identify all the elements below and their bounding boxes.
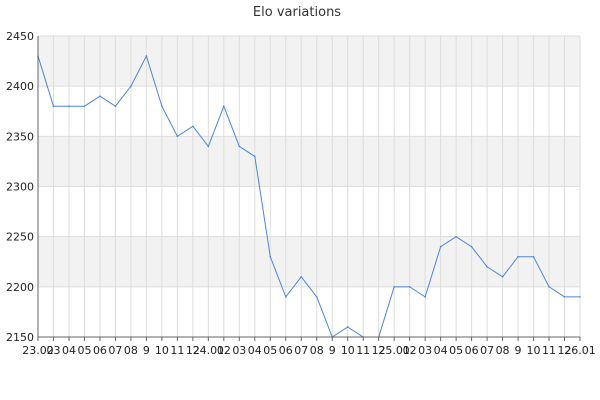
x-tick-label: 10 [155,344,169,357]
data-point [223,105,225,108]
x-tick-label: 11 [542,344,556,357]
x-tick-label: 03 [232,344,246,357]
data-point [455,235,457,238]
chart-title: Elo variations [253,5,341,20]
x-tick-label: 06 [93,344,107,357]
x-tick-label: 06 [279,344,293,357]
x-tick-label: 12 [558,344,572,357]
x-tick-label: 05 [263,344,277,357]
x-tick-label: 12 [372,344,386,357]
x-tick-label: 02 [403,344,417,357]
axes [37,36,581,341]
data-point [130,85,132,87]
x-tick-label: 24.01 [193,344,225,357]
data-point [517,255,519,258]
data-point [161,105,163,108]
x-tick-label: 11 [356,344,370,357]
data-point [393,286,395,288]
data-point [470,245,473,248]
data-point [192,125,194,128]
y-tick-label: 2150 [6,331,34,344]
x-tick-label: 05 [77,344,91,357]
x-tick-label: 03 [418,344,432,357]
x-tick-label: 25.01 [378,344,410,357]
x-tick-label: 05 [449,344,463,357]
data-point [315,296,318,298]
elo-line [37,54,580,338]
elo-series [37,54,581,338]
x-tick-label: 9 [329,344,336,357]
data-point [176,135,179,138]
data-point [114,105,117,108]
data-point [254,155,256,158]
x-tick-label: 26.01 [564,344,596,357]
x-tick-label: 12 [186,344,200,357]
x-tick-label: 04 [62,344,76,357]
x-tick-label: 03 [46,344,60,357]
x-tick-label: 07 [480,344,494,357]
x-tick-label: 11 [170,344,184,357]
y-tick-label: 2250 [6,231,34,244]
y-tick-label: 2450 [6,30,34,43]
x-tick-label: 06 [465,344,479,357]
data-point [579,296,581,298]
x-tick-label: 23.02 [22,344,54,357]
band [38,36,580,87]
data-point [424,296,426,298]
x-tick-label: 04 [248,344,262,357]
x-tick-label: 04 [434,344,448,357]
x-tick-label: 10 [527,344,541,357]
data-point [238,145,241,148]
y-tick-label: 2350 [6,130,34,143]
band [38,136,580,187]
data-point [52,105,55,108]
data-point [269,255,272,258]
data-point [68,105,70,108]
data-point [83,105,86,108]
x-tick-label: 08 [496,344,510,357]
horizontal-gridlines [38,35,580,288]
data-point [284,296,287,298]
x-tick-label: 08 [310,344,324,357]
x-tick-label: 07 [108,344,122,357]
x-tick-label: 08 [124,344,138,357]
plot-bands [38,36,580,287]
y-tick-label: 2200 [6,281,34,294]
band [38,236,580,287]
data-point [548,286,550,288]
x-tick-label: 9 [515,344,522,357]
data-point [439,245,442,248]
data-point [346,326,349,328]
data-point [207,145,210,148]
x-tick-label: 10 [341,344,355,357]
data-point [99,95,101,97]
data-point [300,276,303,278]
data-point [145,55,148,57]
data-point [532,255,535,258]
y-tick-labels: 2150 2200 2250 2300 2350 2400 2450 [6,30,34,344]
x-tick-label: 07 [294,344,308,357]
y-tick-label: 2300 [6,181,34,194]
data-point [408,286,411,288]
data-point [486,265,488,268]
data-point [563,296,566,298]
data-point [501,276,504,278]
x-tick-label: 02 [217,344,231,357]
x-tick-label: 9 [143,344,150,357]
y-tick-label: 2400 [6,80,34,93]
